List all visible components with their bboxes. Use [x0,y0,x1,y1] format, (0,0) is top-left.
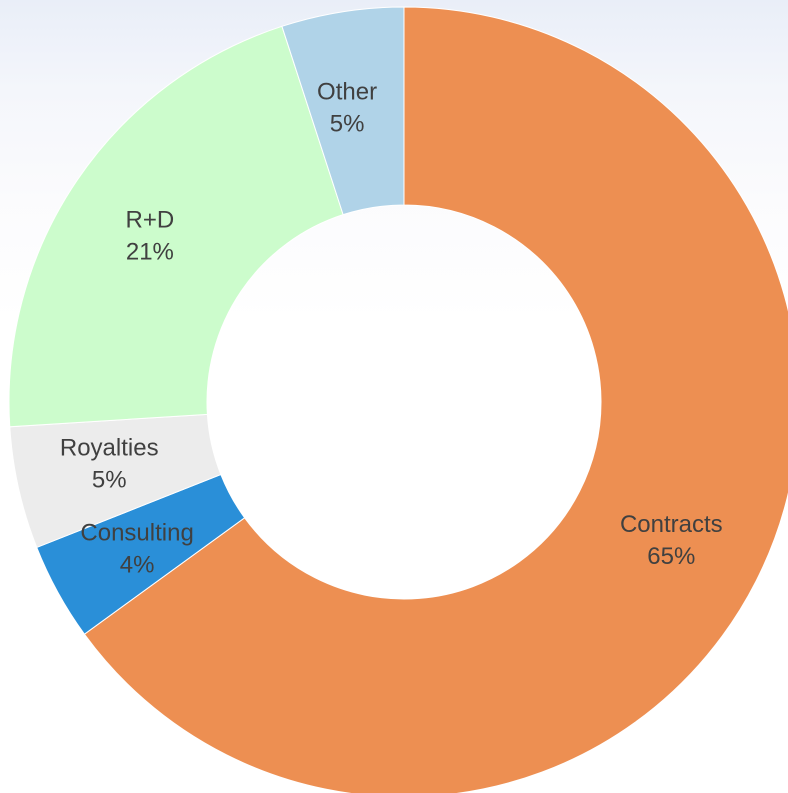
slice-value-label: 65% [647,543,695,570]
slice-value-label: 5% [92,466,127,493]
slice-other[interactable] [281,6,405,216]
slice-category-label: Contracts [620,511,723,538]
slice-r-d[interactable] [8,25,344,428]
slice-category-label: Consulting [80,520,193,547]
slices-group [8,6,788,793]
slice-category-label: Other [317,79,377,106]
slice-contracts[interactable] [83,6,788,793]
slice-label-r-d: R+D 21% [126,206,175,265]
slice-label-royalties: Royalties 5% [60,434,159,493]
slice-value-label: 21% [126,238,174,265]
slice-category-label: R+D [126,206,175,233]
slice-category-label: Royalties [60,434,159,461]
slice-label-consulting: Consulting 4% [80,520,193,579]
slice-label-other: Other 5% [317,79,377,138]
slice-value-label: 4% [120,552,155,579]
slice-label-contracts: Contracts 65% [620,511,723,570]
labels-group: Contracts 65% Consulting 4% Royalties 5% R+D 21… [60,79,723,579]
slice-value-label: 5% [330,111,365,138]
